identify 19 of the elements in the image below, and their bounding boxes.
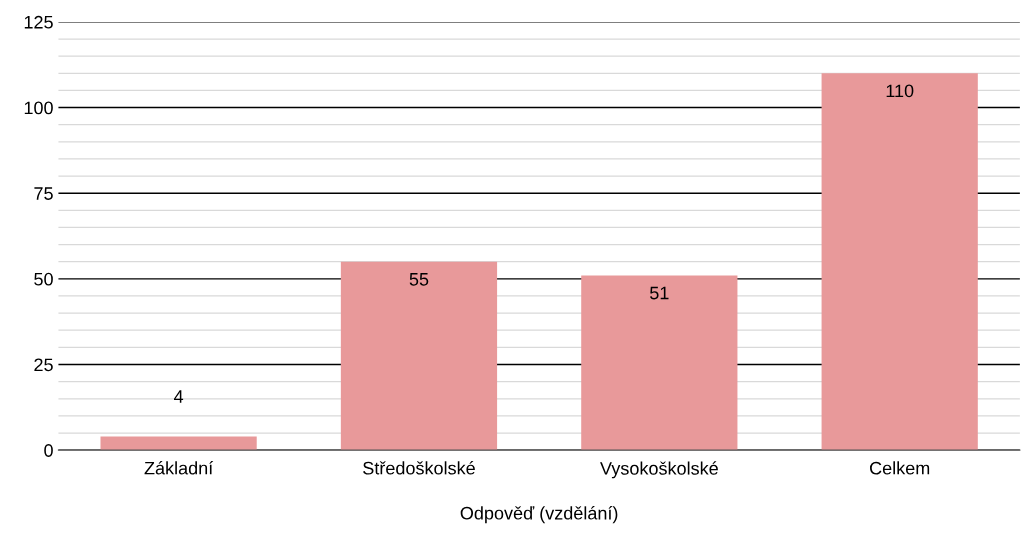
y-tick-label: 50 [34,272,53,286]
bar [581,275,738,451]
bar [821,73,978,451]
x-tick-label: Základní [144,461,214,475]
y-tick-label: 100 [24,101,53,115]
x-axis-title: Odpověď (vzdělání) [460,506,618,524]
x-tick-label: Středoškolské [363,461,475,475]
data-label: 4 [174,390,184,403]
bar [100,436,257,451]
y-tick-label: 25 [34,358,53,372]
y-tick-label: 125 [24,15,53,29]
bar [340,261,498,451]
data-label: 51 [650,286,669,300]
y-tick-label: 75 [34,187,53,200]
data-label: 110 [886,84,914,98]
y-tick-label: 0 [44,444,53,457]
x-tick-label: Vysokoškolské [600,461,718,479]
x-tick-label: Celkem [870,461,930,475]
data-label: 55 [409,273,429,286]
